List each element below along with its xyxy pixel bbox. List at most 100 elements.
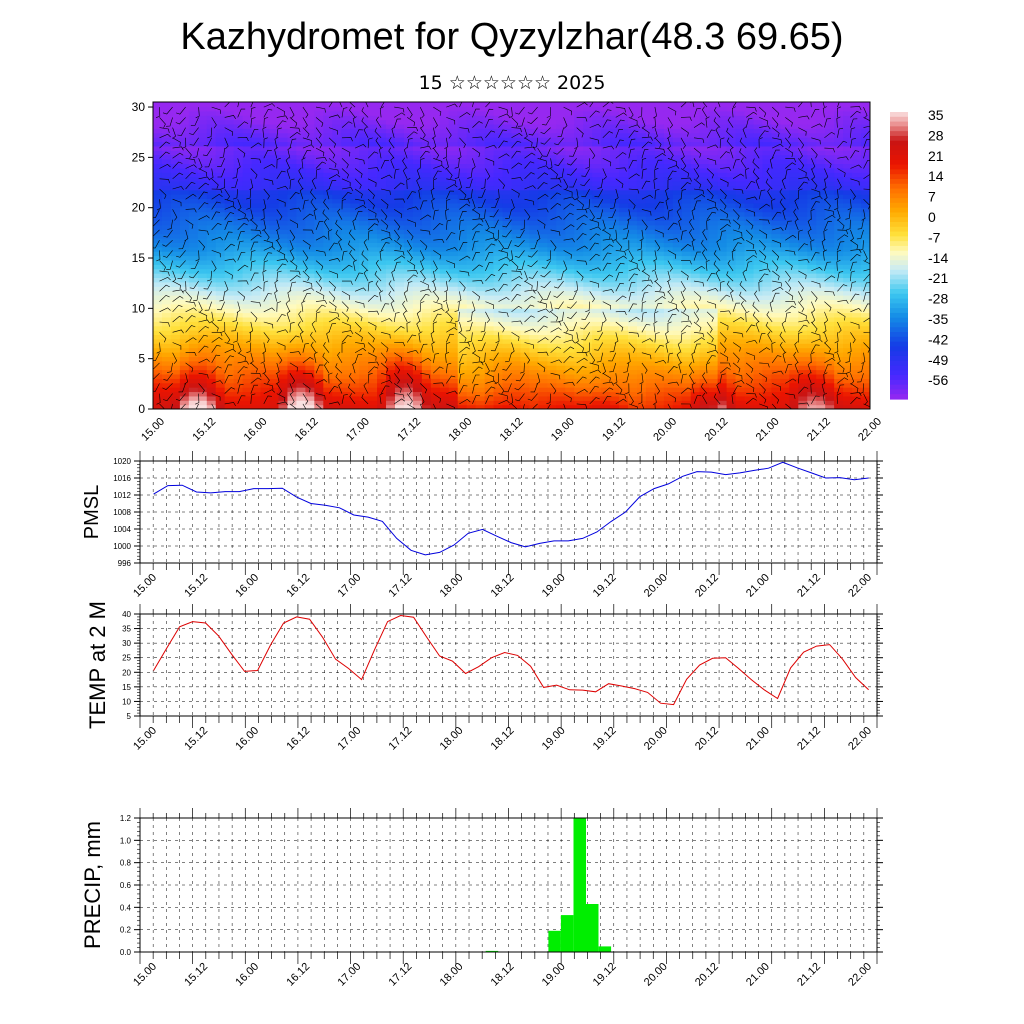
heatmap-cell <box>726 115 737 121</box>
heatmap-cell <box>636 387 647 393</box>
heatmap-cell <box>269 255 280 261</box>
heatmap-cell <box>224 391 235 397</box>
heatmap-cell <box>484 145 495 151</box>
heatmap-cell <box>153 255 163 261</box>
heatmap-cell <box>170 224 181 230</box>
heatmap-cell <box>305 176 315 182</box>
heatmap-cell <box>448 338 459 344</box>
heatmap-cell <box>681 251 692 257</box>
heatmap-cell <box>197 365 208 371</box>
heatmap-cell <box>780 207 790 213</box>
heatmap-cell <box>341 128 351 134</box>
heatmap-cell <box>323 145 333 151</box>
heatmap-cell <box>762 251 773 257</box>
heatmap-cell <box>466 268 477 274</box>
heatmap-cell <box>403 369 414 375</box>
heatmap-cell <box>251 290 262 296</box>
heatmap-cell <box>690 176 701 182</box>
heatmap-cell <box>556 224 566 230</box>
heatmap-cell <box>179 312 190 318</box>
heatmap-cell <box>493 347 504 353</box>
heatmap-cell <box>439 211 450 217</box>
heatmap-cell <box>233 281 244 287</box>
heatmap-cell <box>636 299 647 305</box>
heatmap-cell <box>583 246 593 252</box>
heatmap-cell <box>224 338 235 344</box>
heatmap-cell <box>161 251 172 257</box>
heatmap-cell <box>610 303 620 309</box>
heatmap-cell <box>699 404 710 409</box>
heatmap-cell <box>350 277 360 283</box>
heatmap-cell <box>323 132 333 138</box>
heatmap-cell <box>726 145 737 151</box>
heatmap-cell <box>457 202 468 208</box>
heatmap-cell <box>511 330 522 336</box>
heatmap-cell <box>153 264 163 270</box>
heatmap-cell <box>359 391 369 397</box>
heatmap-cell <box>547 281 557 287</box>
heatmap-cell <box>619 198 629 204</box>
heatmap-cell <box>224 277 235 283</box>
heatmap-cell <box>654 119 665 125</box>
heatmap-cell <box>412 294 423 300</box>
heatmap-cell <box>466 299 477 305</box>
heatmap-cell <box>654 172 665 178</box>
heatmap-cell <box>394 264 405 270</box>
heatmap-cell <box>296 404 306 409</box>
heatmap-cell <box>628 242 638 248</box>
heatmap-cell <box>565 264 575 270</box>
heatmap-cell <box>690 395 701 401</box>
heatmap-cell <box>386 369 396 375</box>
heatmap-cell <box>386 325 396 331</box>
heatmap-cell <box>708 303 719 309</box>
heatmap-cell <box>708 321 719 327</box>
heatmap-cell <box>654 281 665 287</box>
heatmap-cell <box>717 229 728 235</box>
heatmap-cell <box>753 391 764 397</box>
heatmap-cell <box>179 330 190 336</box>
heatmap-cell <box>170 312 181 318</box>
heatmap-cell <box>386 110 396 116</box>
heatmap-cell <box>699 141 710 147</box>
heatmap-cell <box>475 268 486 274</box>
heatmap-cell <box>466 128 477 134</box>
heatmap-cell <box>538 351 548 357</box>
heatmap-cell <box>305 163 315 169</box>
heatmap-cell <box>735 268 746 274</box>
heatmap-cell <box>403 224 414 230</box>
heatmap-cell <box>188 150 199 156</box>
heatmap-cell <box>645 185 656 191</box>
heatmap-cell <box>287 154 297 160</box>
heatmap-cell <box>466 330 477 336</box>
heatmap-cell <box>520 251 531 257</box>
heatmap-cell <box>278 211 289 217</box>
heatmap-cell <box>430 391 441 397</box>
heatmap-cell <box>645 128 656 134</box>
heatmap-cell <box>592 286 602 292</box>
heatmap-cell <box>161 185 172 191</box>
heatmap-cell <box>278 198 289 204</box>
heatmap-cell <box>610 123 620 129</box>
heatmap-cell <box>601 216 611 222</box>
heatmap-cell <box>726 102 737 107</box>
heatmap-cell <box>735 387 746 393</box>
heatmap-cell <box>296 128 306 134</box>
heatmap-cell <box>421 211 432 217</box>
heatmap-cell <box>771 220 781 226</box>
heatmap-cell <box>197 237 208 243</box>
heatmap-cell <box>610 365 620 371</box>
heatmap-cell <box>350 365 360 371</box>
heatmap-cell <box>439 251 450 257</box>
heatmap-cell <box>699 251 710 257</box>
heatmap-cell <box>296 356 306 362</box>
heatmap-cell <box>672 264 683 270</box>
heatmap-cell <box>188 334 199 340</box>
heatmap-cell <box>565 316 575 322</box>
heatmap-cell <box>708 404 719 409</box>
heatmap-cell <box>448 343 459 349</box>
heatmap-cell <box>547 264 557 270</box>
heatmap-cell <box>188 259 199 265</box>
heatmap-cell <box>457 198 468 204</box>
heatmap-cell <box>448 106 459 112</box>
heatmap-cell <box>197 360 208 366</box>
